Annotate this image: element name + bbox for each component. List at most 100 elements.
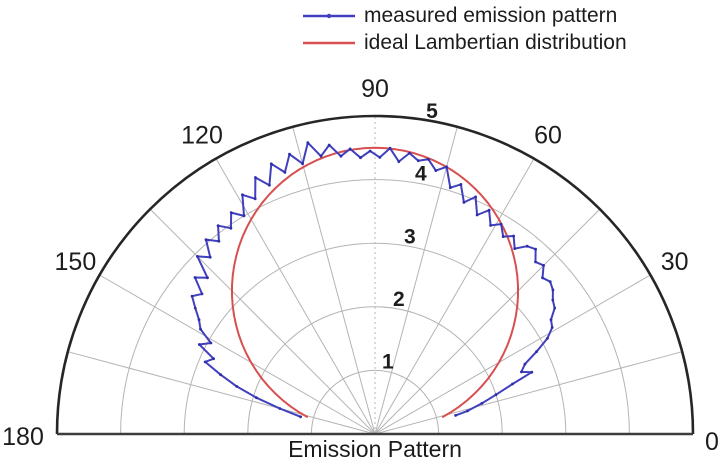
angle-tick-label: 30: [661, 248, 689, 276]
legend-label-measured: measured emission pattern: [364, 4, 618, 27]
data-point-marker: [197, 343, 201, 346]
data-point-marker: [283, 171, 287, 174]
data-point-marker: [535, 350, 538, 354]
data-point-marker: [462, 201, 466, 204]
data-point-marker: [551, 298, 555, 302]
legend-label-ideal: ideal Lambertian distribution: [364, 31, 627, 54]
data-point-marker: [190, 294, 194, 298]
data-point-marker: [534, 260, 537, 264]
grid-spoke: [374, 274, 651, 435]
radial-tick-label: 3: [404, 225, 416, 248]
data-point-marker: [525, 244, 529, 248]
grid-circle: [310, 369, 440, 435]
radial-tick-label: 5: [426, 100, 438, 123]
measured-line-sample-icon: [303, 13, 355, 18]
grid-spoke: [99, 274, 376, 435]
data-point-marker: [203, 360, 207, 364]
data-point-marker: [196, 255, 199, 258]
data-point-marker: [269, 162, 273, 166]
data-point-marker: [427, 157, 430, 161]
angle-tick-label: 120: [181, 121, 223, 149]
data-point-marker: [378, 156, 382, 159]
data-point-marker: [253, 197, 257, 201]
data-point-marker: [206, 276, 209, 280]
chart-title: Emission Pattern: [288, 436, 462, 462]
data-point-marker: [474, 195, 477, 199]
data-point-marker: [553, 306, 557, 310]
data-point-marker: [499, 222, 503, 226]
data-point-marker: [397, 160, 401, 164]
data-point-marker: [388, 146, 392, 150]
data-point-marker: [416, 159, 420, 163]
data-point-marker: [494, 393, 498, 397]
data-point-marker: [229, 226, 233, 230]
data-point-marker: [242, 214, 246, 218]
data-point-marker: [193, 276, 197, 279]
data-point-marker: [241, 193, 244, 197]
data-point-marker: [209, 341, 213, 345]
data-point-marker: [278, 407, 282, 410]
data-point-marker: [445, 165, 448, 169]
radial-tick-label: 2: [393, 288, 405, 311]
data-point-marker: [299, 415, 302, 419]
legend: measured emission pattern ideal Lamberti…: [302, 2, 627, 56]
data-point-marker: [208, 255, 212, 259]
data-point-marker: [466, 409, 469, 413]
radial-tick-label: 4: [415, 163, 427, 186]
data-point-marker: [512, 234, 515, 238]
data-point-marker: [550, 326, 554, 329]
data-point-marker: [204, 238, 208, 242]
data-point-marker: [520, 370, 523, 374]
data-point-marker: [487, 208, 491, 212]
ideal-series-line: [231, 146, 519, 419]
data-point-marker: [200, 292, 204, 296]
data-point-marker: [480, 401, 484, 405]
data-point-marker: [327, 143, 331, 147]
data-point-marker: [548, 280, 552, 284]
angle-tick-label: 150: [55, 248, 97, 276]
radial-tick-label: 1: [382, 351, 394, 374]
data-point-marker: [541, 276, 544, 280]
data-point-marker: [219, 373, 223, 377]
data-point-marker: [199, 327, 202, 331]
data-point-marker: [288, 152, 291, 156]
grid-circle: [247, 306, 503, 435]
data-point-marker: [475, 213, 479, 217]
grid-spoke: [374, 126, 458, 435]
data-point-marker: [434, 169, 438, 173]
data-point-marker: [268, 183, 271, 187]
data-point-marker: [235, 385, 239, 388]
grid-spoke: [292, 126, 376, 435]
data-point-marker: [306, 141, 310, 145]
data-point-marker: [319, 154, 323, 158]
data-point-marker: [459, 183, 463, 186]
grid-spoke: [215, 158, 376, 435]
data-point-marker: [501, 235, 505, 239]
data-point-marker: [408, 151, 411, 155]
data-point-marker: [454, 414, 457, 417]
angle-tick-label: 90: [361, 75, 389, 103]
ideal-line-sample-icon: [303, 41, 355, 44]
legend-entry-ideal: ideal Lambertian distribution: [302, 29, 627, 56]
data-point-marker: [513, 247, 517, 251]
data-point-marker: [254, 176, 257, 179]
data-point-marker: [546, 337, 549, 340]
data-point-marker: [551, 288, 555, 292]
grid-spoke: [374, 351, 683, 435]
data-point-marker: [301, 162, 304, 166]
data-point-marker: [216, 224, 220, 228]
grid-spoke: [149, 208, 376, 435]
legend-marker-dot-icon: [326, 13, 332, 18]
outer-arc: [55, 114, 695, 435]
data-point-marker: [255, 396, 258, 400]
angle-tick-label: 0: [705, 428, 719, 456]
data-point-marker: [229, 211, 233, 215]
data-point-marker: [523, 362, 527, 366]
angle-tick-label: 180: [2, 423, 44, 451]
data-point-marker: [534, 247, 537, 251]
data-point-marker: [549, 318, 553, 322]
data-point-marker: [339, 154, 343, 158]
data-point-marker: [359, 156, 362, 160]
